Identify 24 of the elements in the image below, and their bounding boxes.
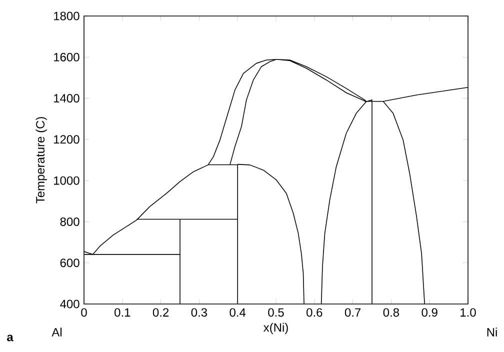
x-tick-label: 0: [81, 308, 87, 317]
x-tick-label: 0.4: [230, 308, 246, 317]
x-tick-label: 0.2: [152, 308, 169, 317]
y-tick-label: 1800: [54, 12, 80, 20]
y-tick-label: 1400: [54, 94, 80, 103]
x-tick-label: 0.7: [344, 308, 361, 317]
x-axis-title: x(Ni): [263, 322, 288, 334]
x-tick-label: 0.8: [383, 308, 400, 317]
x-tick-label: 0.3: [191, 308, 208, 317]
y-tick-label: 600: [60, 258, 80, 268]
x-tick-label: 0.5: [268, 308, 284, 317]
y-tick-label: 1200: [54, 135, 80, 144]
y-tick-label: 1600: [54, 52, 80, 62]
x-tick-label: 0.9: [422, 308, 438, 317]
x-tick-label: 0.6: [306, 308, 322, 317]
x-tick-label: 1.0: [460, 308, 476, 317]
y-tick-label: 1000: [54, 176, 80, 185]
text: Ni: [487, 328, 497, 336]
x-tick-label: 0.1: [114, 308, 130, 317]
y-axis-title: Temperature (C): [36, 117, 47, 204]
text: a: [7, 334, 14, 342]
y-tick-label: 400: [60, 300, 80, 308]
y-tick-label: 800: [60, 217, 80, 226]
text: Al: [52, 328, 62, 336]
